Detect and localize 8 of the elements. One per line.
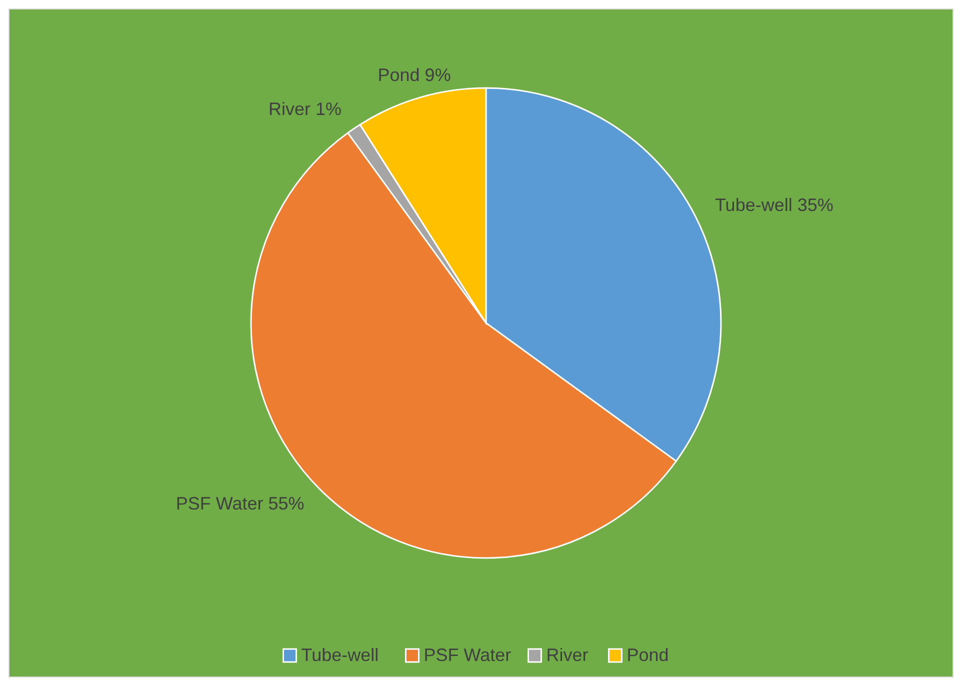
legend-label: Pond	[626, 644, 669, 665]
category-label: PSF Water 55%	[176, 493, 304, 514]
category-label: River 1%	[268, 99, 342, 120]
legend-label: Tube-well	[301, 644, 379, 665]
category-label: Pond 9%	[378, 64, 451, 85]
legend-label: PSF Water	[424, 644, 512, 665]
legend-label: River	[546, 644, 588, 665]
category-label: Tube-well 35%	[714, 195, 834, 216]
